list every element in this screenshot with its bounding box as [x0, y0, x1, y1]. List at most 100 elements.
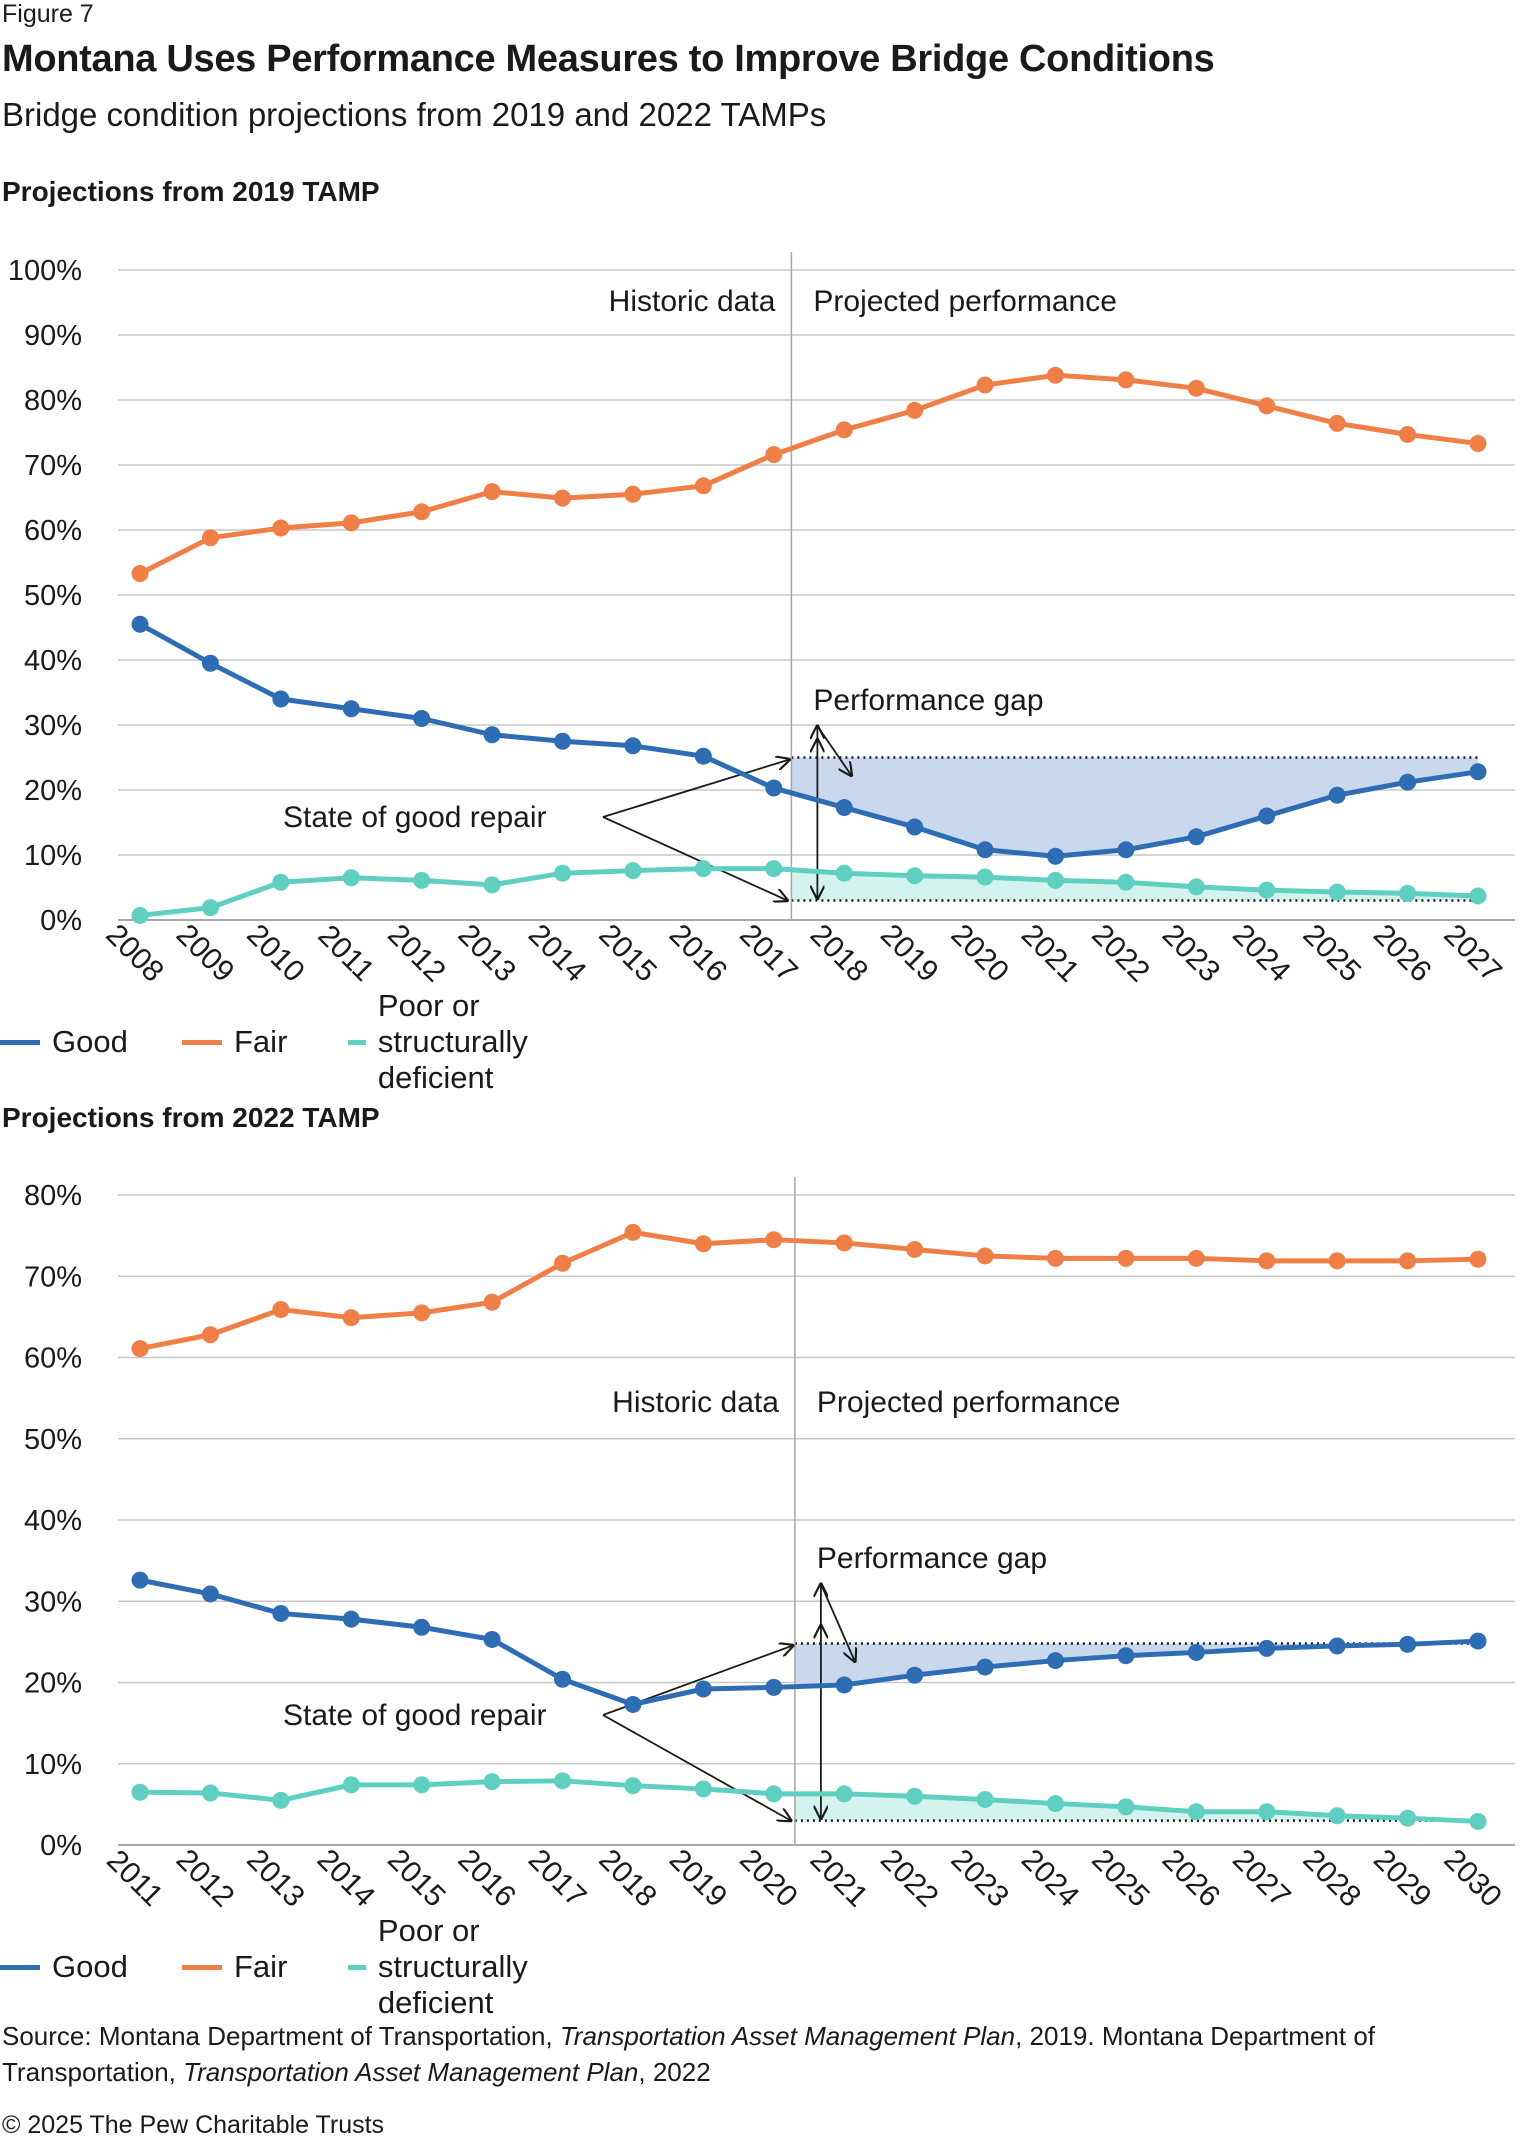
good-point — [1469, 1632, 1487, 1650]
fair-point — [483, 1293, 501, 1311]
x-tick-label: 2014 — [522, 918, 593, 989]
poor-series-line — [139, 1778, 1479, 1824]
good-point — [624, 1695, 642, 1713]
sogr-arrow-good — [602, 760, 789, 818]
good-point — [131, 1571, 149, 1589]
legend-fair-label: Fair — [234, 1024, 288, 1059]
y-tick-label: 0% — [40, 1830, 82, 1862]
x-tick-label: 2028 — [1297, 1843, 1368, 1914]
performance-gap-label: Performance gap — [813, 684, 1043, 717]
fair-point — [1187, 379, 1205, 397]
fair-point — [1258, 1252, 1276, 1270]
good-point — [1117, 841, 1135, 859]
x-tick-label: 2027 — [1226, 1843, 1297, 1914]
performance-gap-area — [791, 757, 1478, 857]
x-tick-label: 2010 — [240, 918, 311, 989]
poor-point — [201, 1784, 219, 1802]
x-tick-label: 2016 — [663, 918, 734, 989]
poor-point — [1469, 887, 1487, 905]
fair-point — [272, 1301, 290, 1319]
y-tick-label: 40% — [24, 645, 82, 677]
fair-point — [906, 1240, 924, 1258]
y-tick-label: 30% — [24, 710, 82, 742]
x-tick-label: 2019 — [874, 918, 945, 989]
state-of-good-repair-label: State of good repair — [283, 801, 547, 834]
legend-good-label: Good — [52, 1024, 128, 1059]
source-note: Source: Montana Department of Transporta… — [2, 2018, 1502, 2090]
good-point — [413, 1618, 431, 1636]
poor-point — [1046, 1795, 1064, 1813]
y-tick-label: 0% — [40, 905, 82, 937]
good-series-line — [139, 1577, 1479, 1707]
y-tick-label: 10% — [24, 840, 82, 872]
y-tick-label: 60% — [24, 1343, 82, 1375]
fair-point — [1328, 1252, 1346, 1270]
chart-2019-tamp: 0% 10% 20% 30% 40% 50% 60% 70% 80% 90% 100% 2008 200… — [8, 252, 1515, 989]
good-point — [131, 615, 149, 633]
fair-point — [1117, 1249, 1135, 1267]
x-tick-label: 2026 — [1367, 918, 1438, 989]
fair-point — [976, 1247, 994, 1265]
legend-poor-swatch — [348, 1964, 366, 1970]
x-tick-label: 2021 — [1015, 918, 1086, 989]
y-tick-label: 80% — [24, 385, 82, 417]
fair-series-line — [139, 1229, 1479, 1352]
poor-point — [1046, 871, 1064, 889]
x-tick-label: 2029 — [1367, 1843, 1438, 1914]
legend-good: Good — [0, 1022, 128, 1062]
legend-fair-swatch — [182, 1039, 222, 1045]
fair-point — [765, 1231, 783, 1249]
y-tick-label: 40% — [24, 1505, 82, 1537]
good-point — [976, 841, 994, 859]
poor-point — [835, 864, 853, 882]
good-series-line — [138, 622, 1479, 859]
poor-point — [1399, 884, 1417, 902]
fair-point — [1399, 1252, 1417, 1270]
poor-point — [694, 1780, 712, 1798]
poor-point — [1328, 883, 1346, 901]
source-prefix: Source: Montana Department of Transporta… — [2, 2021, 560, 2051]
poor-point — [694, 860, 712, 878]
y-tick-label: 50% — [24, 580, 82, 612]
historic-data-label: Historic data — [609, 285, 776, 318]
poor-point — [1258, 1803, 1276, 1821]
x-tick-label: 2024 — [1015, 1843, 1086, 1914]
fair-point — [1328, 414, 1346, 432]
projected-performance-label: Projected performance — [817, 1386, 1121, 1419]
good-point — [1399, 773, 1417, 791]
poor-point — [765, 1785, 783, 1803]
chart-2022-tamp: 0%10%20%30%40%50%60%70%80%2011 2012 2013 20… — [24, 1177, 1515, 1914]
historic-data-label: Historic data — [612, 1386, 779, 1419]
fair-series-line — [138, 372, 1479, 576]
good-point — [1258, 1639, 1276, 1657]
fair-point — [272, 519, 290, 537]
x-tick-label: 2022 — [1085, 918, 1156, 989]
x-tick-label: 2024 — [1226, 918, 1297, 989]
good-point — [765, 779, 783, 797]
y-tick-label: 20% — [24, 1668, 82, 1700]
good-point — [694, 1680, 712, 1698]
x-tick-label: 2013 — [240, 1843, 311, 1914]
x-tick-label: 2012 — [170, 1843, 241, 1914]
fair-point — [976, 376, 994, 394]
x-tick-label: 2023 — [1156, 918, 1227, 989]
x-tick-label: 2015 — [381, 1843, 452, 1914]
source-title-2022: Transportation Asset Management Plan — [183, 2057, 639, 2087]
legend-poor-swatch — [348, 1039, 366, 1045]
x-tick-label: 2020 — [733, 1843, 804, 1914]
good-point — [483, 1630, 501, 1648]
good-point — [1187, 828, 1205, 846]
legend-good-label: Good — [52, 1949, 128, 1984]
sogr-arrow-poor — [602, 1714, 791, 1821]
x-tick-label: 2008 — [99, 918, 170, 989]
good-point — [1328, 1637, 1346, 1655]
x-tick-label: 2026 — [1156, 1843, 1227, 1914]
x-tick-label: 2022 — [874, 1843, 945, 1914]
fair-point — [624, 1223, 642, 1241]
fair-point — [835, 421, 853, 439]
good-point — [272, 1604, 290, 1622]
y-tick-label: 90% — [24, 320, 82, 352]
good-point — [554, 1670, 572, 1688]
source-mid: , 2019. Montana Department of Transporta… — [2, 2021, 1375, 2087]
x-tick-label: 2014 — [311, 1843, 382, 1914]
